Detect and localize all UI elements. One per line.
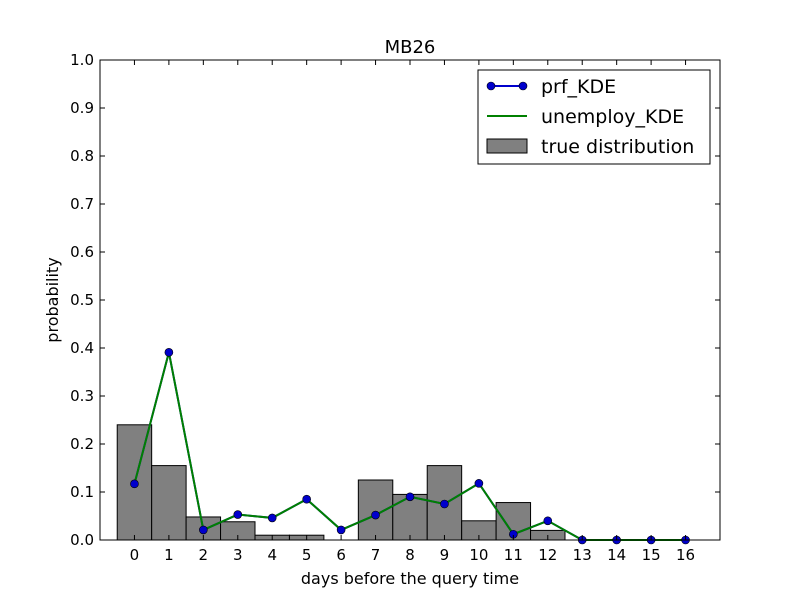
x-tick-label-14: 14 <box>607 546 626 564</box>
x-tick-label-5: 5 <box>302 546 312 564</box>
bar-true-distribution-1 <box>151 465 187 541</box>
point-prf-kde-7 <box>371 510 380 520</box>
point-prf-kde-12 <box>543 516 553 526</box>
point-prf-kde-3 <box>233 510 243 519</box>
x-tick-label-7: 7 <box>371 546 381 564</box>
x-tick-label-2: 2 <box>199 546 209 564</box>
point-prf-kde-1 <box>164 348 174 357</box>
y-axis-title: probability <box>43 257 62 342</box>
x-tick-label-16: 16 <box>676 546 695 564</box>
x-tick-label-13: 13 <box>573 546 592 564</box>
x-tick-label-9: 9 <box>440 546 450 564</box>
legend-swatch-true-distribution <box>486 138 528 154</box>
legend: prf_KDE unemploy_KDE true distribution <box>477 69 711 165</box>
bar-true-distribution-8 <box>392 493 428 541</box>
chart-title: MB26 <box>385 37 436 58</box>
y-tick-label-0.0: 0.0 <box>70 531 94 549</box>
legend-swatch-prf-kde-marker-right <box>518 81 528 91</box>
x-tick-label-10: 10 <box>469 546 488 564</box>
x-tick-label-3: 3 <box>233 546 243 564</box>
y-tick-label-0.1: 0.1 <box>70 483 94 501</box>
point-prf-kde-8 <box>405 492 415 502</box>
x-tick-label-8: 8 <box>405 546 415 564</box>
y-tick-label-0.9: 0.9 <box>70 99 94 117</box>
y-tick-label-0.5: 0.5 <box>70 291 94 309</box>
point-prf-kde-6 <box>336 525 346 535</box>
x-tick-label-0: 0 <box>130 546 140 564</box>
x-tick-label-1: 1 <box>164 546 174 564</box>
point-prf-kde-4 <box>267 513 277 523</box>
x-tick-label-15: 15 <box>642 546 661 564</box>
y-tick-label-0.8: 0.8 <box>70 147 94 165</box>
point-prf-kde-9 <box>440 499 449 509</box>
y-tick-label-0.7: 0.7 <box>70 195 94 213</box>
point-prf-kde-5 <box>302 494 311 504</box>
y-tick-label-0.4: 0.4 <box>70 339 94 357</box>
point-prf-kde-10 <box>474 479 484 488</box>
x-tick-label-12: 12 <box>538 546 557 564</box>
y-tick-label-1.0: 1.0 <box>70 51 94 69</box>
x-tick-label-4: 4 <box>267 546 277 564</box>
x-tick-label-11: 11 <box>504 546 523 564</box>
point-prf-kde-0 <box>130 479 139 489</box>
x-tick-label-6: 6 <box>336 546 346 564</box>
y-tick-label-0.3: 0.3 <box>70 387 94 405</box>
axis-ticks: 0 1 2 3 4 5 6 7 8 9 10 11 12 13 14 15 160.00.10.20.30.40… <box>70 51 720 564</box>
bar-true-distribution-7 <box>357 479 394 541</box>
point-prf-kde-2 <box>199 525 208 535</box>
y-tick-label-0.6: 0.6 <box>70 243 94 261</box>
x-axis-title: days before the query time <box>301 569 519 588</box>
legend-label-true-distribution: true distribution <box>541 136 694 158</box>
legend-label-unemploy-kde: unemploy_KDE <box>541 106 684 128</box>
y-tick-label-0.2: 0.2 <box>70 435 94 453</box>
legend-swatch-prf-kde-marker-left <box>486 81 496 91</box>
legend-label-prf-kde: prf_KDE <box>541 76 616 98</box>
